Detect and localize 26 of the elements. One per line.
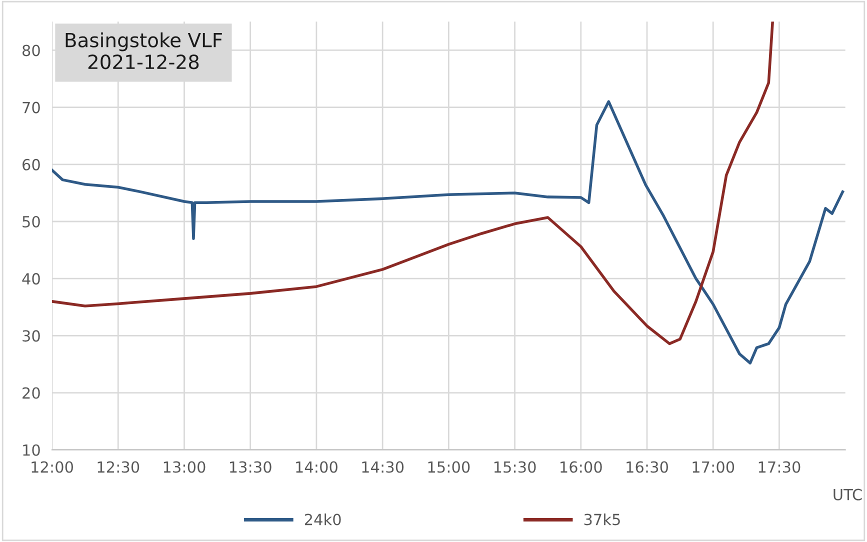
x-tick-label: 13:00 xyxy=(164,461,206,473)
x-tick-label: 17:30 xyxy=(758,461,800,473)
y-tick-label: 70 xyxy=(22,102,40,114)
line-series xyxy=(52,22,774,346)
x-tick-label: 14:00 xyxy=(296,461,338,473)
x-tick-label: 17:00 xyxy=(692,461,734,473)
x-tick-label: 15:30 xyxy=(494,461,536,473)
text: Basingstoke VLF 2021-12-28 xyxy=(66,32,222,70)
x-tick-label: 16:00 xyxy=(560,461,602,473)
y-tick-label: 10 xyxy=(23,444,40,456)
x-tick-label: 15:00 xyxy=(428,461,470,473)
y-tick-label: 30 xyxy=(22,330,40,342)
x-tick-label: 16:30 xyxy=(626,461,668,473)
line-series xyxy=(52,100,844,364)
y-tick-label: 50 xyxy=(22,216,40,228)
y-tick-label: 40 xyxy=(22,273,40,285)
x-tick-label: 12:00 xyxy=(32,461,74,473)
x-tick-label: 14:30 xyxy=(362,461,404,473)
y-tick-label: 60 xyxy=(22,158,40,170)
y-tick-label: 80 xyxy=(22,44,40,56)
legend-label: 37k5 xyxy=(584,513,620,526)
x-tick-label: 12:30 xyxy=(98,461,140,473)
legend-label: 24k0 xyxy=(304,513,341,526)
y-tick-label: 20 xyxy=(22,387,40,399)
x-tick-label: 13:30 xyxy=(230,461,272,473)
x-axis-title: UTC xyxy=(834,488,862,500)
